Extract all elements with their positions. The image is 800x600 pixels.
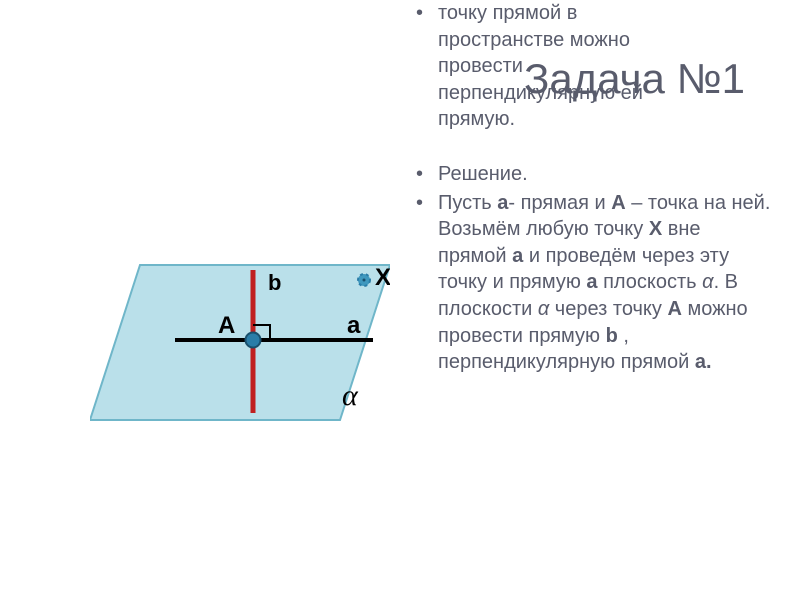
label-a: a <box>347 312 361 339</box>
label-x: X <box>375 264 390 291</box>
text-content: точку прямой в пространстве можно провес… <box>438 0 773 378</box>
geometry-diagram: b X A a α <box>90 255 390 430</box>
label-A: A <box>218 312 235 339</box>
label-alpha: α <box>342 379 359 412</box>
solution-heading: Решение. <box>438 161 773 188</box>
point-a-dot <box>246 333 261 348</box>
solution-body: Пусть a- прямая и A – точка на ней. Возь… <box>438 190 773 376</box>
problem-statement: точку прямой в пространстве можно провес… <box>438 0 773 133</box>
label-b: b <box>268 270 281 295</box>
